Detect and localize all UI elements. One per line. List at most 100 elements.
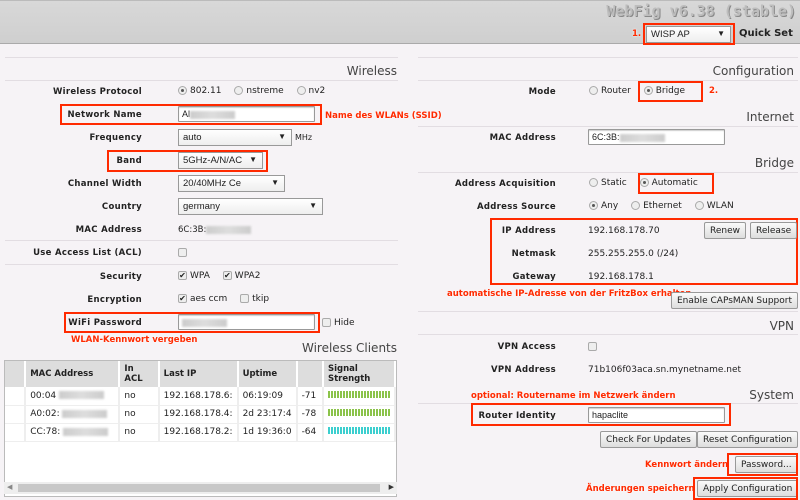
radio-nv2[interactable] — [296, 86, 306, 95]
scroll-left-icon[interactable]: ◀ — [7, 483, 13, 491]
quickset-select[interactable]: WISP AP ▼ — [646, 26, 731, 43]
section-wireless: Wireless — [346, 64, 397, 78]
label-wireless-protocol: Wireless Protocol — [52, 87, 142, 97]
renew-button[interactable]: Renew — [704, 222, 746, 239]
wpa2-checkbox[interactable]: ✔ — [222, 271, 232, 280]
label-frequency: Frequency — [89, 133, 142, 143]
highlight-apply — [693, 477, 798, 500]
frequency-select[interactable]: auto ▼ — [178, 129, 292, 146]
label-vpn-access: VPN Access — [497, 342, 556, 352]
mode-radios: Router Bridge — [589, 86, 695, 96]
annotation-password: Kennwort ändern — [645, 460, 729, 470]
radio-any[interactable] — [589, 201, 598, 210]
label-address-acquisition: Address Acquisition — [455, 179, 556, 189]
hide-checkbox[interactable] — [322, 318, 331, 327]
router-identity-input[interactable]: hapaclite — [588, 407, 725, 423]
table-row[interactable]: A0:02: no 192.168.178.4: 2d 23:17:4 -78 — [5, 405, 396, 424]
ip-address-value: 192.168.178.70 — [588, 226, 660, 236]
table-row[interactable]: CC:78: no 192.168.178.2: 1d 19:36:0 -64 — [5, 423, 396, 442]
wifi-password-input[interactable] — [178, 314, 315, 330]
app-title: WebFig v6.38 (stable) — [606, 2, 796, 20]
table-row[interactable]: 00:04 no 192.168.178.6: 06:19:09 -71 — [5, 387, 396, 406]
annotation-step2: 2. — [709, 86, 719, 96]
signal-bar — [327, 427, 390, 434]
label-band: Band — [116, 156, 142, 166]
chevron-down-icon: ▼ — [271, 178, 279, 187]
chevron-down-icon: ▼ — [309, 201, 317, 210]
annotation-step1: 1. — [632, 29, 642, 39]
encryption-options: ✔ aes ccm tkip — [178, 294, 270, 304]
highlight-band — [107, 150, 268, 172]
vpn-access-checkbox[interactable] — [588, 342, 597, 351]
chevron-down-icon: ▼ — [717, 29, 725, 38]
col-header-uptime[interactable]: Uptime — [237, 361, 298, 387]
wireless-protocol-radios[interactable]: 802.11 nstreme nv2 — [178, 86, 335, 96]
acquisition-radios: Static Automatic — [589, 178, 708, 188]
radio-bridge[interactable] — [643, 86, 653, 95]
check-for-updates-button[interactable]: Check For Updates — [600, 431, 697, 448]
annotation-ssid: Name des WLANs (SSID) — [325, 111, 442, 121]
highlight-quickset — [643, 23, 735, 45]
country-select[interactable]: germany ▼ — [178, 198, 323, 215]
highlight-ip-settings — [490, 218, 798, 285]
col-header-acl[interactable]: In ACL — [119, 361, 160, 387]
wireless-mac-value: 6C:3B: — [178, 225, 252, 235]
section-wireless-clients: Wireless Clients — [301, 341, 397, 355]
table-horizontal-scrollbar[interactable]: ◀ ▶ — [4, 482, 397, 494]
aes-ccm-checkbox[interactable]: ✔ — [178, 294, 187, 303]
enable-capsman-button[interactable]: Enable CAPsMAN Support — [671, 292, 799, 309]
netmask-value: 255.255.255.0 (/24) — [588, 249, 679, 259]
radio-automatic[interactable] — [639, 178, 649, 187]
label-gateway: Gateway — [512, 272, 556, 282]
col-header-signal-value — [296, 361, 324, 387]
channel-width-select[interactable]: 20/40MHz Ce ▼ — [178, 175, 285, 192]
release-button[interactable]: Release — [750, 222, 798, 239]
radio-router[interactable] — [589, 86, 598, 95]
col-header-mac[interactable]: MAC Address — [25, 361, 121, 387]
header-bar: WebFig v6.38 (stable) 1. WISP AP ▼ Quick … — [0, 0, 800, 45]
label-acl: Use Access List (ACL) — [33, 248, 142, 258]
highlight-automatic — [638, 173, 714, 194]
band-select[interactable]: 5GHz-A/N/AC ▼ — [178, 152, 263, 169]
scroll-right-icon[interactable]: ▶ — [388, 483, 394, 491]
frequency-unit: MHz — [295, 133, 313, 142]
section-bridge: Bridge — [754, 156, 794, 170]
annotation-auto-ip: automatische IP-Adresse von der FritzBox… — [447, 289, 692, 299]
label-security: Security — [99, 272, 142, 282]
radio-nstreme[interactable] — [234, 86, 244, 95]
highlight-network-name — [60, 104, 322, 125]
scrollbar-thumb[interactable] — [18, 484, 380, 492]
label-address-source: Address Source — [477, 202, 556, 212]
label-ip-address: IP Address — [501, 226, 556, 236]
section-internet: Internet — [746, 110, 794, 124]
col-header-last-ip[interactable]: Last IP — [158, 361, 239, 387]
wpa-checkbox[interactable]: ✔ — [178, 271, 187, 280]
gateway-value: 192.168.178.1 — [588, 272, 654, 282]
radio-ethernet[interactable] — [631, 201, 641, 210]
reset-configuration-button[interactable]: Reset Configuration — [697, 431, 799, 448]
label-mode: Mode — [528, 87, 556, 97]
radio-802-11[interactable] — [178, 86, 187, 95]
wireless-clients-table: MAC Address In ACL Last IP Uptime Signal… — [4, 360, 397, 497]
section-configuration: Configuration — [712, 64, 794, 78]
signal-bar — [327, 409, 390, 416]
internet-mac-input[interactable]: 6C:3B: — [588, 129, 725, 145]
label-internet-mac: MAC Address — [489, 133, 556, 143]
radio-static[interactable] — [589, 178, 598, 187]
label-vpn-address: VPN Address — [490, 365, 556, 375]
label-encryption: Encryption — [87, 295, 142, 305]
source-radios: Any Ethernet WLAN — [589, 201, 744, 211]
quickset-label: Quick Set — [739, 28, 793, 39]
network-name-input[interactable]: Al — [178, 106, 315, 122]
tkip-checkbox[interactable] — [240, 294, 250, 303]
highlight-router-identity — [471, 403, 731, 426]
radio-wlan[interactable] — [694, 201, 704, 210]
highlight-bridge — [638, 81, 703, 102]
annotation-router-name: optional: Routername im Netzwerk ändern — [471, 391, 676, 401]
acl-checkbox[interactable] — [178, 248, 187, 257]
col-header-signal-strength[interactable]: Signal Strength — [322, 361, 396, 387]
chevron-down-icon: ▼ — [278, 132, 286, 141]
label-wifi-password: WiFi Password — [68, 318, 142, 328]
chevron-down-icon: ▼ — [249, 155, 257, 164]
vpn-address-value: 71b106f03aca.sn.mynetname.net — [588, 365, 742, 375]
